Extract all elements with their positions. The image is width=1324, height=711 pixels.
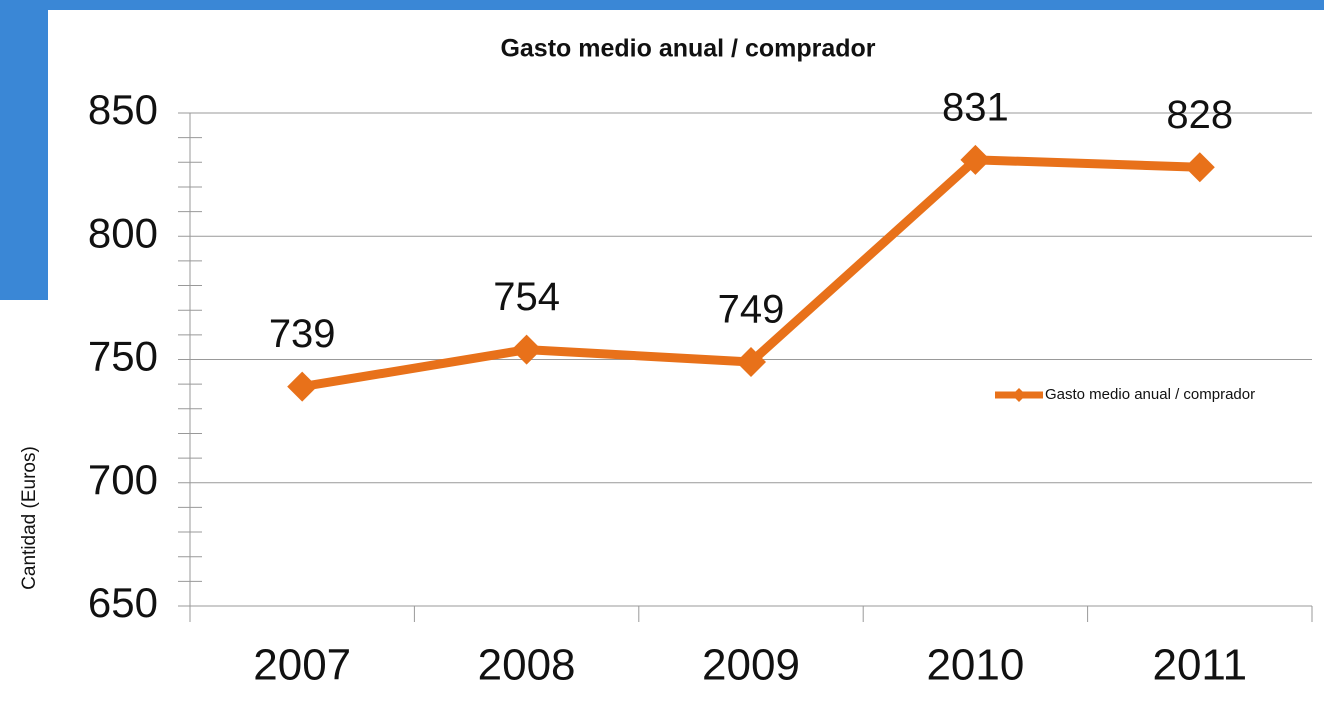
- data-point: [736, 346, 766, 377]
- legend-marker: [1012, 388, 1026, 402]
- x-tick-label: 2011: [1152, 641, 1247, 690]
- x-tick-label: 2009: [702, 641, 800, 690]
- data-point: [287, 371, 318, 402]
- x-tick-label: 2010: [926, 641, 1024, 690]
- data-point: [960, 144, 991, 175]
- y-tick-label: 650: [88, 579, 158, 626]
- data-label: 754: [493, 275, 560, 319]
- side-band: [0, 0, 48, 300]
- data-label: 831: [942, 85, 1009, 129]
- x-tick-label: 2007: [253, 641, 351, 690]
- y-axis-label: Cantidad (Euros): [19, 446, 40, 590]
- top-band: [0, 0, 1324, 10]
- data-label: 739: [269, 312, 336, 356]
- data-point: [511, 334, 542, 365]
- y-tick-label: 800: [88, 209, 158, 256]
- data-label: 749: [718, 288, 785, 332]
- y-tick-label: 700: [88, 456, 158, 503]
- data-point: [1184, 152, 1215, 183]
- y-tick-label: 850: [88, 86, 158, 133]
- chart-title: Gasto medio anual / comprador: [500, 35, 875, 63]
- y-tick-label: 750: [88, 333, 158, 380]
- legend-label: Gasto medio anual / comprador: [1045, 386, 1255, 403]
- data-label: 828: [1166, 93, 1233, 137]
- x-tick-label: 2008: [478, 641, 576, 690]
